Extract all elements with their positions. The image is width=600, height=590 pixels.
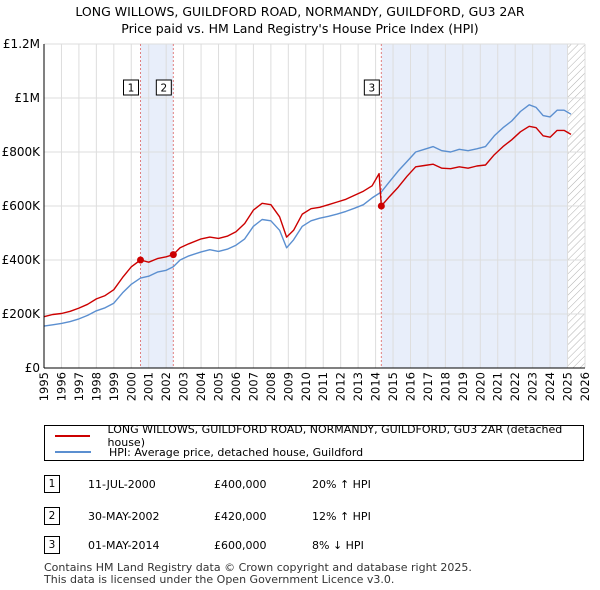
- x-tick-label: 1995: [37, 372, 51, 401]
- sale-row: 2 30-MAY-2002 £420,000 12% ↑ HPI: [44, 507, 584, 527]
- sale-date: 01-MAY-2014: [88, 539, 160, 552]
- sale-label-text: 1: [128, 83, 135, 95]
- sale-hpi-comparison: 20% ↑ HPI: [312, 478, 371, 491]
- x-tick-label: 2014: [369, 372, 383, 401]
- x-tick-label: 2024: [543, 372, 557, 401]
- sale-hpi-comparison: 8% ↓ HPI: [312, 539, 364, 552]
- sale-point: [169, 251, 177, 259]
- x-tick-label: 1996: [54, 372, 68, 401]
- x-tick-label: 2011: [316, 372, 330, 401]
- x-tick-label: 1999: [107, 372, 121, 401]
- sale-row: 3 01-MAY-2014 £600,000 8% ↓ HPI: [44, 536, 584, 556]
- x-tick-label: 2023: [526, 372, 540, 401]
- footer-licence: This data is licensed under the Open Gov…: [44, 573, 395, 586]
- sale-price: £600,000: [214, 539, 267, 552]
- chart-title: LONG WILLOWS, GUILDFORD ROAD, NORMANDY, …: [75, 4, 525, 19]
- x-tick-label: 2022: [508, 372, 522, 401]
- y-tick-label: £600K: [2, 199, 42, 213]
- sale-hpi-comparison: 12% ↑ HPI: [312, 510, 371, 523]
- sale-label-box: [123, 79, 140, 96]
- legend-swatch-blue: [55, 451, 91, 453]
- x-tick-label: 2016: [403, 372, 417, 401]
- x-tick-label: 2009: [281, 372, 295, 401]
- x-tick-label: 2015: [386, 372, 400, 401]
- sale-date: 30-MAY-2002: [88, 510, 160, 523]
- x-tick-label: 2000: [124, 372, 138, 401]
- sale-number: 2: [44, 507, 60, 525]
- x-tick-label: 2013: [351, 372, 365, 401]
- series-line-hpi: [43, 104, 572, 327]
- legend-label-property: LONG WILLOWS, GUILDFORD ROAD, NORMANDY, …: [107, 423, 563, 449]
- x-tick-label: 2005: [212, 372, 226, 401]
- legend-swatch-red: [55, 435, 90, 437]
- x-tick-label: 2010: [299, 372, 313, 401]
- x-tick-label: 2007: [246, 372, 260, 401]
- footer-copyright: Contains HM Land Registry data © Crown c…: [44, 561, 472, 574]
- chart-subtitle: Price paid vs. HM Land Registry's House …: [121, 21, 479, 36]
- sale-label-box: [363, 79, 380, 96]
- y-tick-label: £400K: [2, 253, 42, 267]
- sale-point: [377, 202, 385, 210]
- sale-price: £400,000: [214, 478, 267, 491]
- sale-label-text: 2: [160, 83, 167, 95]
- y-tick-label: £1M: [14, 91, 40, 105]
- sale-label-box: [155, 79, 172, 96]
- y-tick-label: £200K: [2, 307, 42, 321]
- legend: LONG WILLOWS, GUILDFORD ROAD, NORMANDY, …: [44, 423, 584, 461]
- x-tick-label: 2019: [456, 372, 470, 401]
- x-tick-label: 2003: [177, 372, 191, 401]
- legend-label-hpi: HPI: Average price, detached house, Guil…: [109, 445, 364, 459]
- x-tick-label: 2017: [421, 372, 435, 401]
- sale-point: [137, 256, 145, 264]
- sale-date: 11-JUL-2000: [88, 478, 156, 491]
- y-tick-label: £800K: [2, 145, 42, 159]
- x-tick-label: 2020: [473, 372, 487, 401]
- sale-row: 1 11-JUL-2000 £400,000 20% ↑ HPI: [44, 475, 584, 495]
- sale-label-text: 3: [368, 83, 375, 95]
- x-tick-label: 1997: [72, 372, 86, 401]
- x-tick-label: 2006: [229, 372, 243, 401]
- x-tick-label: 2026: [578, 372, 592, 401]
- x-tick-label: 1998: [89, 372, 103, 401]
- x-tick-label: 2025: [561, 372, 575, 401]
- y-tick-label: £1.2M: [3, 37, 40, 51]
- legend-item-property: LONG WILLOWS, GUILDFORD ROAD, NORMANDY, …: [55, 423, 583, 449]
- series-line-property: [43, 125, 572, 318]
- y-tick-label: £0: [25, 361, 40, 375]
- x-tick-label: 2004: [194, 372, 208, 401]
- x-tick-label: 2008: [264, 372, 278, 401]
- sale-number: 3: [44, 536, 60, 554]
- x-tick-label: 2018: [438, 372, 452, 401]
- x-tick-label: 2021: [491, 372, 505, 401]
- x-tick-label: 2001: [142, 372, 156, 401]
- sale-price: £420,000: [214, 510, 267, 523]
- legend-item-hpi: HPI: Average price, detached house, Guil…: [55, 444, 363, 460]
- x-tick-label: 2002: [159, 372, 173, 401]
- x-tick-label: 2012: [334, 372, 348, 401]
- sale-number: 1: [44, 475, 60, 493]
